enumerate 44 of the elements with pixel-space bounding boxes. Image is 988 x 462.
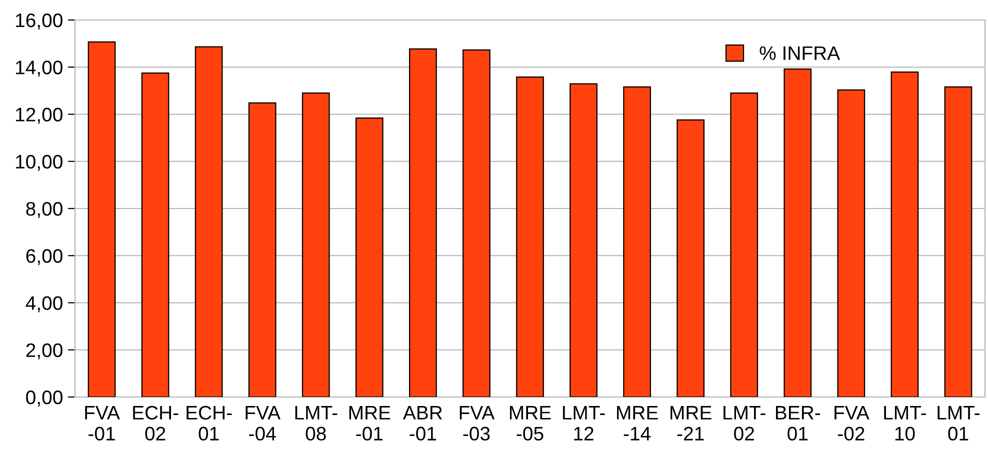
bar bbox=[194, 46, 223, 397]
x-tick-label: BER- 01 bbox=[776, 406, 820, 441]
bar bbox=[730, 92, 758, 397]
bar bbox=[676, 119, 705, 397]
x-tick-label: MRE -14 bbox=[617, 406, 658, 440]
bar bbox=[890, 72, 919, 397]
bar bbox=[462, 49, 490, 397]
bar bbox=[355, 117, 384, 397]
y-tick-label: 10,00 bbox=[16, 154, 62, 171]
y-tick-label: 14,00 bbox=[16, 60, 62, 77]
y-tick-label: 8,00 bbox=[26, 202, 62, 218]
x-tick-label: ECH- 01 bbox=[186, 406, 232, 441]
x-tick-label: MRE -05 bbox=[510, 406, 551, 441]
bar bbox=[409, 48, 437, 397]
x-tick-label: LMT- 01 bbox=[938, 406, 980, 441]
x-tick-label: FVA -04 bbox=[246, 406, 281, 441]
x-tick-label: FVA -02 bbox=[834, 406, 870, 441]
legend-label: % INFRA bbox=[760, 46, 840, 60]
x-tick-label: LMT- 10 bbox=[884, 406, 926, 441]
x-tick-label: MRE -21 bbox=[670, 406, 712, 440]
y-tick-label: 4,00 bbox=[26, 296, 62, 312]
y-tick-label: 2,00 bbox=[26, 343, 62, 360]
x-tick-label: LMT- 08 bbox=[295, 406, 338, 441]
bar bbox=[837, 89, 866, 397]
bar bbox=[248, 102, 276, 397]
y-tick-label: 0,00 bbox=[26, 390, 62, 407]
bar bbox=[516, 76, 544, 397]
x-tick-label: FVA -01 bbox=[85, 406, 120, 441]
y-tick-label: 16,00 bbox=[16, 13, 62, 30]
bar bbox=[784, 68, 812, 397]
bar bbox=[302, 92, 330, 397]
bar bbox=[623, 86, 651, 397]
x-tick-label: FVA -03 bbox=[460, 406, 495, 441]
x-tick-label: ABR -01 bbox=[402, 406, 442, 441]
bar bbox=[570, 83, 598, 397]
x-tick-label: ECH- 02 bbox=[133, 406, 178, 441]
y-tick-label: 6,00 bbox=[26, 249, 62, 266]
x-tick-label: MRE -01 bbox=[349, 406, 390, 441]
y-tick-label: 12,00 bbox=[16, 108, 62, 124]
bar bbox=[944, 86, 972, 397]
bar bbox=[141, 72, 170, 397]
bar bbox=[88, 41, 116, 397]
x-tick-label: LMT- 12 bbox=[562, 406, 605, 440]
x-tick-label: LMT- 02 bbox=[724, 406, 766, 441]
